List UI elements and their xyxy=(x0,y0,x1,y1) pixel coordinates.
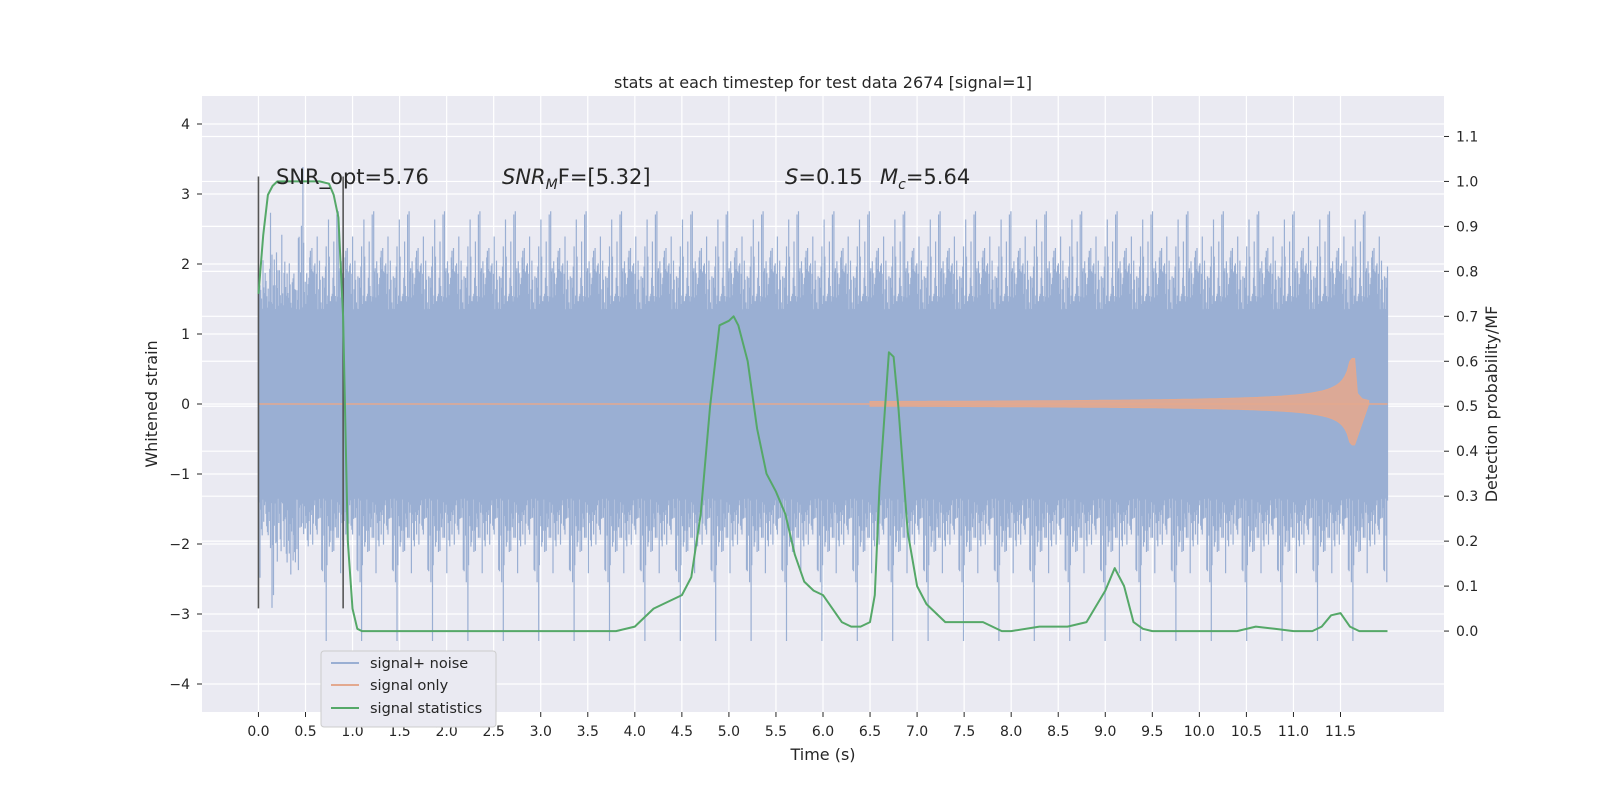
x-tick-label: 4.0 xyxy=(624,724,646,740)
x-tick-label: 5.5 xyxy=(765,724,787,740)
y-right-tick-label: 1.0 xyxy=(1456,174,1478,190)
y-left-tick-label: −2 xyxy=(169,537,190,553)
annotation-mc: Mc=5.64 xyxy=(880,165,970,193)
y-right-tick-label: 0.7 xyxy=(1456,309,1478,325)
y-left-tick-label: 4 xyxy=(181,117,190,133)
x-tick-label: 5.0 xyxy=(718,724,740,740)
x-tick-label: 8.5 xyxy=(1047,724,1069,740)
x-tick-label: 7.0 xyxy=(906,724,928,740)
annotation-snr-mf-main: SNR xyxy=(502,165,546,189)
x-tick-label: 11.0 xyxy=(1278,724,1309,740)
x-tick-label: 4.5 xyxy=(671,724,693,740)
annotation-snr-opt: SNR_opt=5.76 xyxy=(276,165,429,190)
legend-label-noise: signal+ noise xyxy=(370,656,468,672)
legend-label-signal: signal only xyxy=(370,678,449,694)
y-right-tick-label: 0.1 xyxy=(1456,579,1478,595)
chart-title: stats at each timestep for test data 267… xyxy=(614,73,1032,92)
legend-label-stats: signal statistics xyxy=(370,701,482,717)
annotation-snr-mf: SNRMF=[5.32] xyxy=(502,165,651,193)
x-tick-label: 6.5 xyxy=(859,724,881,740)
x-tick-label: 3.5 xyxy=(577,724,599,740)
annotation-mc-main: M xyxy=(880,165,898,189)
annotation-snr-mf-sub: M xyxy=(546,177,558,193)
x-tick-label: 2.5 xyxy=(483,724,505,740)
signal-chirp xyxy=(258,358,1388,446)
y-left-tick-label: 2 xyxy=(181,257,190,273)
y-right-tick-label: 1.1 xyxy=(1456,129,1478,145)
y-right-tick-label: 0.2 xyxy=(1456,534,1478,550)
x-tick-labels: 0.0 0.5 1.0 1.5 2.0 2.5 3.0 3.5 4.0 4.5 5.0 5.5 6.0 6… xyxy=(247,712,1356,740)
x-tick-label: 10.5 xyxy=(1231,724,1262,740)
y-left-tick-label: 1 xyxy=(181,327,190,343)
y-left-tick-label: 0 xyxy=(181,397,190,413)
x-tick-label: 10.0 xyxy=(1184,724,1215,740)
annotation-mc-sub: c xyxy=(898,177,906,193)
x-axis-title: Time (s) xyxy=(789,745,855,764)
y-right-tick-label: 0.4 xyxy=(1456,444,1478,460)
y-right-tick-label: 0.6 xyxy=(1456,354,1478,370)
annotation-s-tail: =0.15 xyxy=(798,165,862,189)
annotation-s-main: S xyxy=(785,165,798,189)
y-left-tick-label: −3 xyxy=(169,607,190,623)
x-tick-label: 0.5 xyxy=(294,724,316,740)
y-left-tick-label: −4 xyxy=(169,677,190,693)
x-tick-label: 7.5 xyxy=(953,724,975,740)
x-tick-label: 0.0 xyxy=(247,724,269,740)
legend: signal+ noise signal only signal statist… xyxy=(320,650,497,728)
x-tick-label: 11.5 xyxy=(1325,724,1356,740)
stats-series xyxy=(257,180,1388,633)
x-tick-label: 6.0 xyxy=(812,724,834,740)
annotation-mc-tail: =5.64 xyxy=(906,165,970,189)
x-tick-label: 1.5 xyxy=(388,724,410,740)
y-left-axis-title: Whitened strain xyxy=(142,340,161,467)
y-right-tick-label: 0.3 xyxy=(1456,489,1478,505)
x-tick-label: 1.0 xyxy=(341,724,363,740)
x-tick-label: 3.0 xyxy=(530,724,552,740)
y-right-tick-label: 0.8 xyxy=(1456,264,1478,280)
annotation-snr-mf-tail: F=[5.32] xyxy=(558,165,651,189)
annotations: SNR_opt=5.76 SNRMF=[5.32] S=0.15 Mc=5.64 xyxy=(276,165,970,193)
stats-curve xyxy=(257,180,1388,633)
x-tick-label: 9.5 xyxy=(1141,724,1163,740)
x-tick-label: 9.0 xyxy=(1094,724,1116,740)
y-left-tick-label: 3 xyxy=(181,187,190,203)
legend-frame xyxy=(320,650,497,728)
x-tick-label: 8.0 xyxy=(1000,724,1022,740)
signal-series xyxy=(869,358,1370,446)
time-markers xyxy=(257,176,344,609)
y-right-axis-title: Detection probability/MF xyxy=(1482,306,1501,503)
y-right-tick-labels: 1.1 1.0 0.9 0.8 0.7 0.6 0.5 0.4 0.3 0.2 0.1 0.0 xyxy=(1444,129,1478,640)
x-tick-label: 2.0 xyxy=(436,724,458,740)
annotation-s: S=0.15 xyxy=(785,165,863,189)
y-left-tick-labels: 4 3 2 1 0 −1 −2 −3 −4 xyxy=(169,117,202,693)
y-left-tick-label: −1 xyxy=(169,467,190,483)
y-right-tick-label: 0.9 xyxy=(1456,219,1478,235)
y-right-tick-label: 0.5 xyxy=(1456,399,1478,415)
y-right-tick-label: 0.0 xyxy=(1456,624,1478,640)
